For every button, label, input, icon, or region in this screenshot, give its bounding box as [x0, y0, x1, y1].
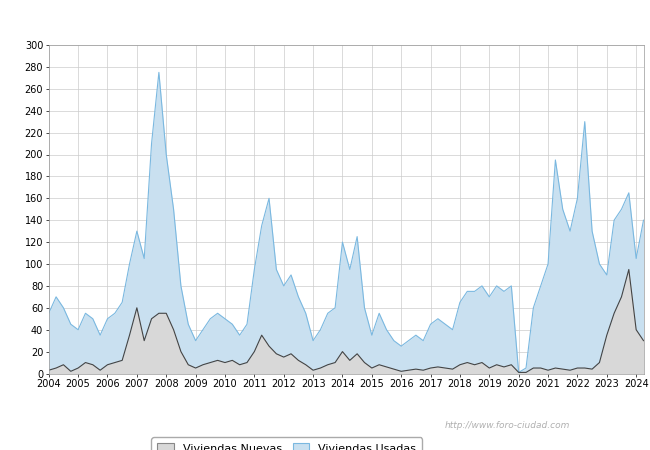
Text: http://www.foro-ciudad.com: http://www.foro-ciudad.com — [445, 421, 569, 430]
Text: Camas - Evolucion del Nº de Transacciones Inmobiliarias: Camas - Evolucion del Nº de Transaccione… — [92, 13, 558, 28]
Legend: Viviendas Nuevas, Viviendas Usadas: Viviendas Nuevas, Viviendas Usadas — [151, 437, 422, 450]
